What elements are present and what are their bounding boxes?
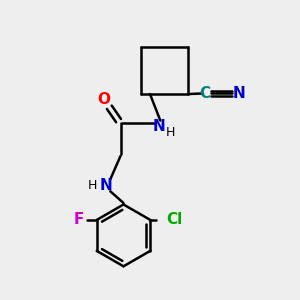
Text: N: N	[152, 119, 165, 134]
Text: F: F	[74, 212, 84, 227]
Text: N: N	[100, 178, 112, 193]
Text: H: H	[166, 126, 175, 139]
Text: N: N	[232, 86, 245, 101]
Text: C: C	[199, 86, 210, 101]
Text: O: O	[97, 92, 110, 106]
Text: H: H	[88, 179, 97, 192]
Text: Cl: Cl	[167, 212, 183, 227]
